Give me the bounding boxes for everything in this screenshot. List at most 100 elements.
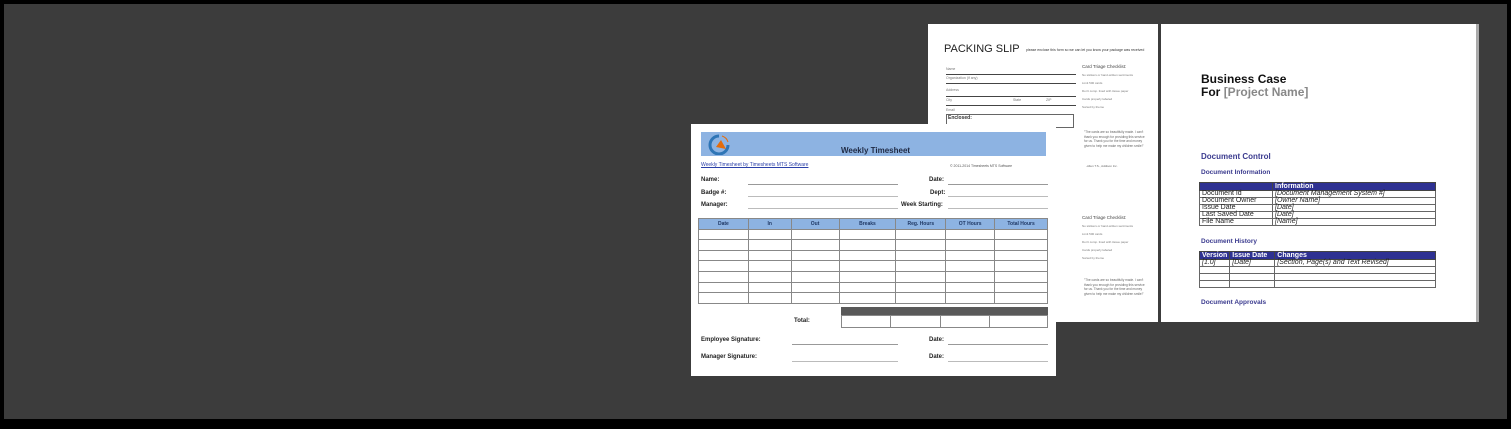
time-cell[interactable] (994, 239, 1048, 251)
column-header: OT Hours (945, 218, 996, 230)
packing-slip-title: PACKING SLIP (944, 43, 1020, 55)
column-header: In (747, 218, 792, 230)
time-cell[interactable] (838, 260, 897, 272)
time-cell[interactable] (698, 270, 749, 283)
document-information-table: Information Document Id [Document Managem… (1199, 182, 1436, 226)
total-label: Total: (794, 318, 810, 324)
checklist-item: Don't comp. lined with tissue paper (1082, 89, 1129, 93)
time-cell[interactable] (698, 281, 749, 294)
info-value: [Date] (1272, 204, 1436, 212)
timesheet-title: Weekly Timesheet (841, 146, 911, 155)
time-cell[interactable] (994, 281, 1048, 294)
time-cell[interactable] (747, 249, 792, 262)
time-cell[interactable] (790, 228, 840, 241)
column-header: Reg. Hours (895, 218, 947, 230)
timesheet-table: Date In Out Breaks Reg. Hours OT Hours Total H… (698, 218, 1048, 304)
project-name-placeholder: [Project Name] (1223, 85, 1309, 99)
field-city: City (946, 98, 953, 102)
time-cell[interactable] (838, 270, 897, 283)
checklist-item: Limit 500 cards (1082, 232, 1103, 236)
checklist-item: Cards properly labeled (1082, 97, 1113, 101)
for-label: For (1201, 85, 1221, 99)
table-row (698, 260, 1048, 272)
time-cell[interactable] (994, 260, 1048, 272)
time-cell[interactable] (838, 292, 897, 304)
document-information-heading: Document Information (1201, 169, 1271, 176)
dept-label: Dept: (930, 190, 946, 196)
time-cell[interactable] (838, 249, 897, 262)
history-cell: [1.0] (1198, 259, 1231, 267)
total-row-bar (841, 307, 1048, 315)
time-cell[interactable] (994, 270, 1048, 283)
manager-signature-label: Manager Signature: (701, 354, 758, 360)
total-row (841, 315, 1048, 328)
timesheet-logo-icon (708, 134, 730, 155)
info-value: [Owner Name] (1272, 197, 1436, 205)
time-cell[interactable] (945, 249, 996, 262)
time-cell[interactable] (698, 239, 749, 251)
time-cell[interactable] (698, 249, 749, 262)
timesheet-header-band (701, 132, 1046, 156)
time-cell[interactable] (895, 249, 947, 262)
history-cell: [Section, Page(s) and Text Revised] (1274, 259, 1436, 267)
time-cell[interactable] (838, 281, 897, 294)
time-cell[interactable] (945, 260, 996, 272)
checklist-item: Cards properly labeled (1082, 248, 1113, 252)
manager-label: Manager: (701, 202, 728, 208)
time-cell[interactable] (895, 292, 947, 304)
badge-label: Badge #: (701, 190, 727, 196)
time-cell[interactable] (895, 260, 947, 272)
time-cell[interactable] (994, 228, 1048, 241)
time-cell[interactable] (747, 239, 792, 251)
checklist-title: Card Triage Checklist: (1082, 215, 1127, 220)
time-cell[interactable] (790, 270, 840, 283)
table-row (698, 292, 1048, 304)
time-cell[interactable] (747, 281, 792, 294)
time-cell[interactable] (790, 239, 840, 251)
timesheet-copyright: © 2011-2014 Timesheets MTS Software (950, 164, 1013, 168)
enclosed-label: Enclosed: (948, 115, 972, 121)
time-cell[interactable] (895, 270, 947, 283)
business-case-subtitle: For [Project Name] (1201, 85, 1308, 99)
time-cell[interactable] (698, 228, 749, 241)
time-cell[interactable] (747, 228, 792, 241)
time-cell[interactable] (994, 249, 1048, 262)
time-cell[interactable] (790, 292, 840, 304)
time-cell[interactable] (945, 270, 996, 283)
time-cell[interactable] (747, 270, 792, 283)
field-state: State (1013, 98, 1022, 102)
timesheet-link[interactable]: Weekly Timesheet by Timesheets MTS Softw… (701, 162, 809, 168)
time-cell[interactable] (838, 239, 897, 251)
employee-sig-date-label: Date: (929, 337, 945, 343)
time-cell[interactable] (945, 239, 996, 251)
time-cell[interactable] (698, 292, 749, 304)
time-cell[interactable] (790, 249, 840, 262)
time-cell[interactable] (698, 260, 749, 272)
field-email: Email (946, 108, 955, 112)
time-cell[interactable] (945, 281, 996, 294)
column-header: Breaks (838, 218, 897, 230)
column-header: Out (790, 218, 840, 230)
document-control-heading: Document Control (1201, 152, 1271, 161)
time-cell[interactable] (747, 260, 792, 272)
employee-signature-label: Employee Signature: (701, 337, 761, 343)
time-cell[interactable] (790, 281, 840, 294)
time-cell[interactable] (895, 239, 947, 251)
field-organization: Organization (if any) (946, 76, 978, 80)
time-cell[interactable] (895, 281, 947, 294)
table-row (698, 228, 1048, 241)
time-cell[interactable] (747, 292, 792, 304)
time-cell[interactable] (895, 228, 947, 241)
time-cell[interactable] (945, 292, 996, 304)
time-cell[interactable] (994, 292, 1048, 304)
testimonial-author: -Allen T.S., Addison Inc. (1086, 164, 1118, 168)
time-cell[interactable] (790, 260, 840, 272)
packing-slip-subtitle: please enclose this form so we can let y… (1026, 48, 1145, 52)
time-cell[interactable] (945, 228, 996, 241)
table-row (698, 239, 1048, 251)
week-starting-label: Week Starting: (901, 202, 943, 208)
business-case-title: Business Case (1201, 72, 1287, 86)
time-cell[interactable] (838, 228, 897, 241)
column-header: Total Hours (994, 218, 1048, 230)
document-approvals-heading: Document Approvals (1201, 299, 1267, 306)
